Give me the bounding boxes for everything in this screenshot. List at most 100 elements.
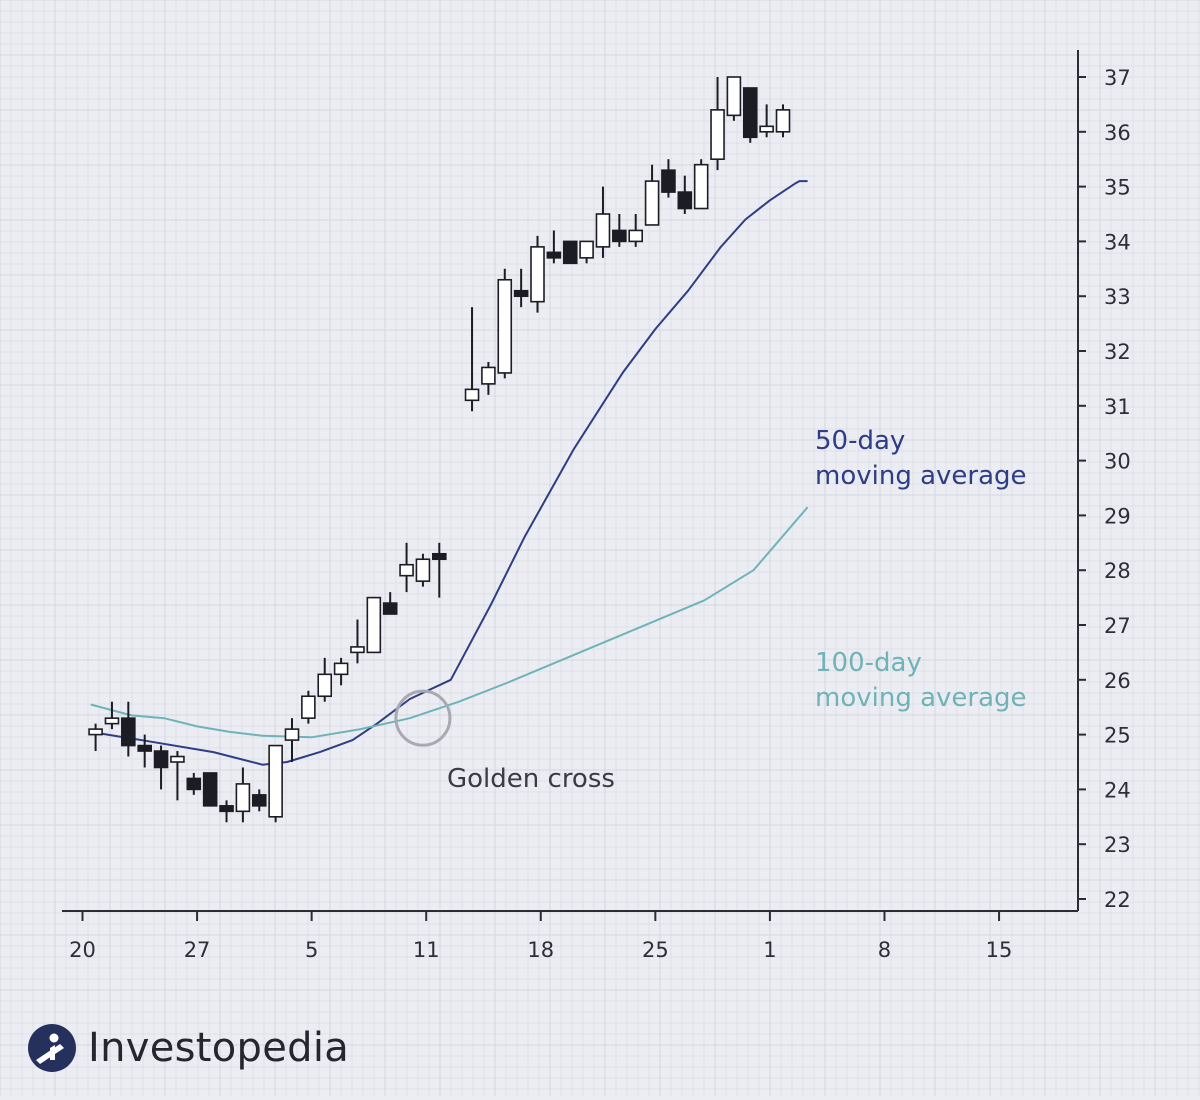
candlestick	[88, 723, 103, 752]
candlestick	[235, 767, 251, 823]
candle-body-down	[612, 229, 627, 243]
candlestick	[628, 214, 644, 247]
candlestick	[137, 734, 152, 768]
annotations: 50-day moving average 100-day moving ave…	[394, 426, 1027, 794]
x-tick-label: 8	[878, 938, 891, 962]
candle-body-up	[595, 213, 611, 248]
investopedia-logo-icon	[28, 1024, 76, 1072]
candle-body-up	[464, 388, 480, 402]
candle-body-up	[317, 673, 333, 698]
x-tick-label: 27	[184, 938, 211, 962]
golden-cross-label: Golden cross	[447, 764, 615, 794]
candlestick	[170, 751, 185, 801]
candlestick	[268, 744, 283, 823]
candlesticks	[88, 76, 791, 823]
candlestick	[284, 718, 300, 762]
candle-body-up	[268, 744, 283, 818]
candlestick	[497, 268, 513, 379]
y-tick-label: 32	[1104, 340, 1131, 364]
candlestick	[317, 657, 333, 702]
candle-body-up	[333, 662, 349, 676]
candle-body-up	[759, 125, 774, 133]
candlestick	[661, 159, 676, 198]
candlestick	[432, 542, 447, 598]
candle-body-down	[153, 750, 169, 769]
candle-body-up	[775, 109, 791, 133]
candle-body-up	[170, 755, 185, 763]
y-tick-label: 26	[1104, 669, 1131, 693]
y-axis-ticks: 22 23 24 25 26 27 28 29 30 31 32 33 34 35 36 37	[1078, 66, 1131, 912]
candlestick	[530, 235, 545, 313]
golden-cross-circle	[394, 689, 452, 747]
y-tick-label: 36	[1104, 121, 1131, 145]
candle-body-down	[562, 240, 578, 265]
candlestick	[186, 772, 202, 795]
candlestick	[202, 772, 218, 807]
x-tick-label: 1	[763, 938, 776, 962]
candle-body-down	[677, 191, 693, 210]
candlestick	[726, 76, 742, 121]
candle-body-down	[202, 772, 218, 807]
candle-body-down	[513, 289, 529, 298]
y-tick-label: 23	[1104, 833, 1131, 857]
candle-body-up	[235, 783, 251, 813]
candle-body-up	[301, 695, 316, 719]
candlestick	[350, 619, 365, 664]
candlestick	[612, 214, 627, 247]
candle-body-down	[661, 169, 676, 193]
y-tick-label: 27	[1104, 614, 1131, 638]
candle-body-up	[284, 728, 300, 741]
y-tick-label: 33	[1104, 285, 1131, 309]
x-tick-label: 20	[69, 938, 96, 962]
ma50-label-line2: moving average	[815, 461, 1027, 491]
candlestick	[710, 77, 725, 171]
candle-body-up	[530, 246, 545, 303]
candlestick	[121, 701, 136, 757]
candle-body-up	[726, 76, 742, 117]
y-tick-label: 24	[1104, 778, 1131, 802]
candlestick	[382, 592, 398, 615]
candlestick	[677, 175, 693, 214]
candlestick	[595, 186, 611, 258]
candle-body-down	[219, 805, 234, 813]
candlestick	[301, 690, 316, 724]
y-tick-label: 25	[1104, 724, 1131, 748]
candle-body-up	[693, 163, 709, 210]
candle-body-up	[350, 646, 365, 654]
candle-body-up	[366, 596, 382, 654]
candlestick	[775, 104, 791, 138]
x-axis-ticks: 20 27 5 11 18 25 1 8 15	[69, 911, 1012, 962]
candlestick	[546, 230, 562, 264]
candle-body-down	[186, 777, 202, 791]
candlestick	[415, 553, 431, 587]
y-tick-label: 37	[1104, 66, 1131, 90]
x-tick-label: 5	[305, 938, 318, 962]
candle-body-up	[104, 717, 120, 725]
candlestick	[153, 745, 169, 790]
candlestick	[481, 361, 496, 395]
candle-body-up	[481, 366, 496, 385]
candle-body-down	[121, 717, 136, 747]
candle-body-down	[137, 744, 152, 752]
x-tick-label: 11	[413, 938, 440, 962]
candle-body-up	[399, 563, 414, 577]
ma100-label-line1: 100-day	[815, 648, 922, 678]
candlestick	[251, 789, 267, 812]
candle-body-down	[382, 602, 398, 615]
candle-body-down	[742, 87, 758, 139]
candle-body-up	[628, 229, 644, 243]
candlestick	[104, 701, 120, 730]
candle-body-up	[497, 278, 513, 374]
x-tick-label: 15	[986, 938, 1013, 962]
y-tick-label: 34	[1104, 230, 1131, 254]
x-tick-label: 25	[642, 938, 669, 962]
ma100-label-line2: moving average	[815, 683, 1027, 713]
candle-body-down	[432, 552, 447, 561]
ma100-line	[90, 506, 809, 739]
y-tick-label: 22	[1104, 888, 1131, 912]
candle-body-up	[644, 180, 660, 226]
candlestick	[333, 657, 349, 686]
